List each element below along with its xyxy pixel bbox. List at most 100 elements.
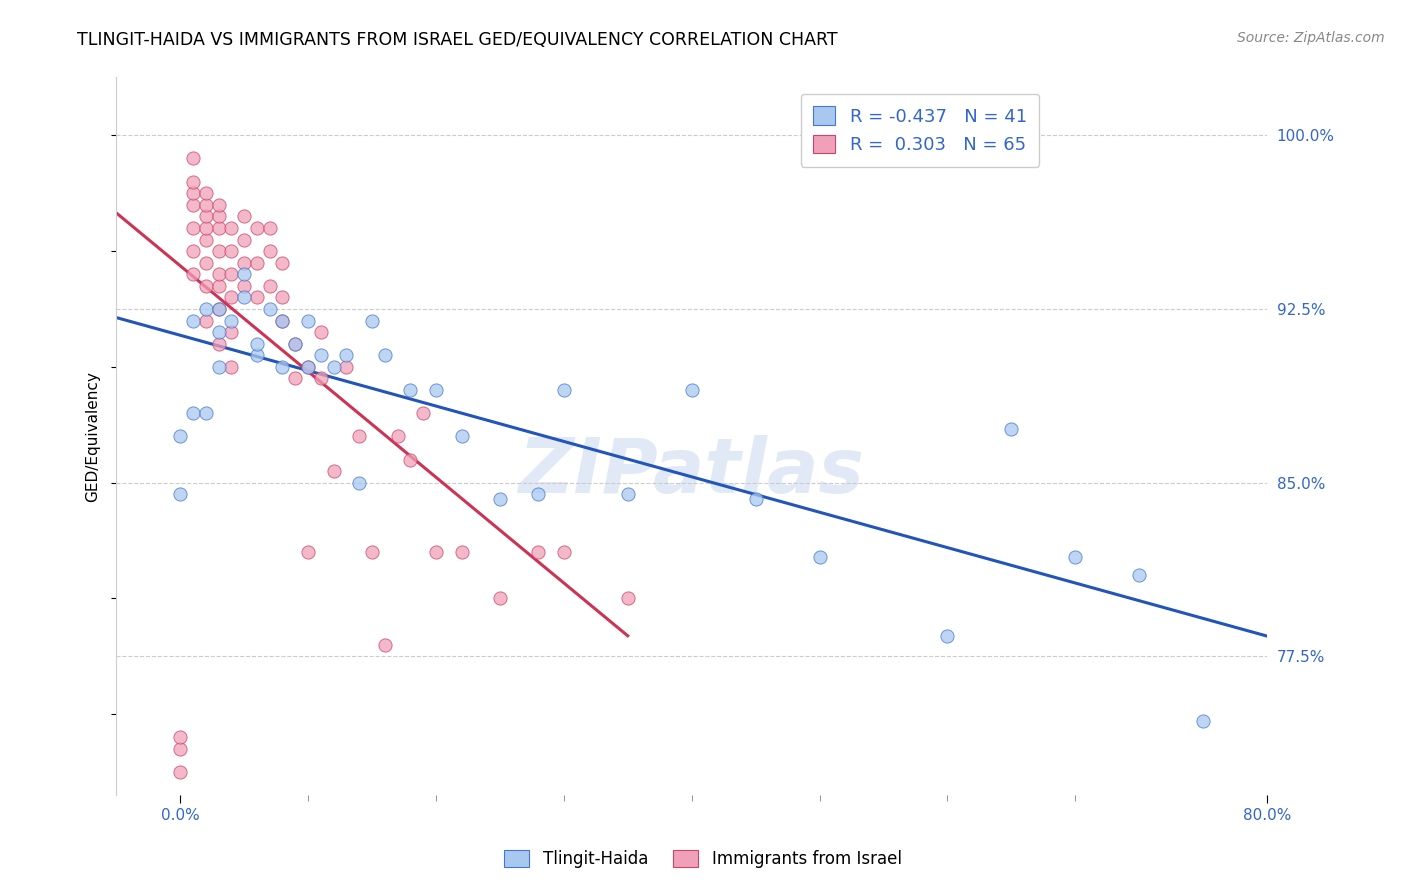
Point bbox=[297, 359, 319, 374]
Point bbox=[169, 765, 191, 780]
Point bbox=[309, 348, 332, 362]
Point bbox=[259, 221, 281, 235]
Point bbox=[169, 487, 191, 501]
Point bbox=[309, 325, 332, 339]
Point bbox=[169, 742, 191, 756]
Point bbox=[936, 628, 959, 642]
Point bbox=[207, 301, 229, 316]
Text: TLINGIT-HAIDA VS IMMIGRANTS FROM ISRAEL GED/EQUIVALENCY CORRELATION CHART: TLINGIT-HAIDA VS IMMIGRANTS FROM ISRAEL … bbox=[77, 31, 838, 49]
Point bbox=[1064, 549, 1087, 564]
Point bbox=[1000, 422, 1022, 436]
Point bbox=[808, 549, 831, 564]
Point bbox=[181, 152, 204, 166]
Point bbox=[246, 255, 269, 269]
Point bbox=[194, 233, 217, 247]
Point bbox=[425, 545, 447, 559]
Point bbox=[233, 267, 256, 281]
Point bbox=[374, 348, 396, 362]
Point bbox=[297, 545, 319, 559]
Point bbox=[181, 406, 204, 420]
Point bbox=[412, 406, 434, 420]
Point bbox=[233, 278, 256, 293]
Point bbox=[297, 313, 319, 327]
Point bbox=[181, 244, 204, 259]
Point bbox=[399, 452, 422, 467]
Point bbox=[527, 487, 550, 501]
Point bbox=[181, 267, 204, 281]
Point bbox=[322, 464, 344, 478]
Point bbox=[207, 267, 229, 281]
Point bbox=[271, 359, 294, 374]
Point bbox=[169, 731, 191, 745]
Point bbox=[1192, 714, 1215, 729]
Point bbox=[271, 290, 294, 304]
Point bbox=[361, 313, 384, 327]
Point bbox=[194, 198, 217, 212]
Point bbox=[221, 290, 243, 304]
Point bbox=[181, 198, 204, 212]
Point bbox=[233, 255, 256, 269]
Point bbox=[425, 383, 447, 397]
Point bbox=[246, 290, 269, 304]
Point bbox=[1128, 568, 1150, 582]
Point bbox=[450, 545, 472, 559]
Point bbox=[169, 429, 191, 443]
Point bbox=[322, 359, 344, 374]
Point bbox=[194, 406, 217, 420]
Point bbox=[181, 221, 204, 235]
Point bbox=[207, 221, 229, 235]
Point bbox=[553, 545, 575, 559]
Point bbox=[616, 591, 638, 606]
Point bbox=[284, 336, 307, 351]
Point bbox=[246, 336, 269, 351]
Point bbox=[259, 244, 281, 259]
Point bbox=[616, 487, 638, 501]
Y-axis label: GED/Equivalency: GED/Equivalency bbox=[86, 371, 100, 502]
Text: Source: ZipAtlas.com: Source: ZipAtlas.com bbox=[1237, 31, 1385, 45]
Point bbox=[221, 325, 243, 339]
Point bbox=[194, 255, 217, 269]
Point bbox=[233, 290, 256, 304]
Point bbox=[553, 383, 575, 397]
Point bbox=[194, 313, 217, 327]
Point bbox=[207, 301, 229, 316]
Point bbox=[207, 325, 229, 339]
Point bbox=[181, 186, 204, 201]
Point bbox=[399, 383, 422, 397]
Point bbox=[259, 278, 281, 293]
Point bbox=[347, 429, 370, 443]
Point bbox=[489, 591, 512, 606]
Point bbox=[284, 336, 307, 351]
Point bbox=[207, 278, 229, 293]
Point bbox=[744, 491, 766, 506]
Point bbox=[527, 545, 550, 559]
Point bbox=[681, 383, 703, 397]
Point bbox=[207, 359, 229, 374]
Point bbox=[194, 186, 217, 201]
Point bbox=[246, 221, 269, 235]
Point bbox=[181, 313, 204, 327]
Point bbox=[284, 371, 307, 385]
Point bbox=[489, 491, 512, 506]
Point bbox=[221, 359, 243, 374]
Point bbox=[259, 301, 281, 316]
Point bbox=[207, 336, 229, 351]
Point bbox=[335, 359, 357, 374]
Point bbox=[207, 210, 229, 224]
Legend: R = -0.437   N = 41, R =  0.303   N = 65: R = -0.437 N = 41, R = 0.303 N = 65 bbox=[801, 94, 1039, 167]
Point bbox=[271, 313, 294, 327]
Point bbox=[271, 313, 294, 327]
Point bbox=[194, 210, 217, 224]
Point bbox=[450, 429, 472, 443]
Point bbox=[271, 255, 294, 269]
Point bbox=[181, 175, 204, 189]
Point bbox=[387, 429, 409, 443]
Point bbox=[207, 198, 229, 212]
Point bbox=[335, 348, 357, 362]
Point bbox=[221, 313, 243, 327]
Point bbox=[361, 545, 384, 559]
Point bbox=[246, 348, 269, 362]
Point bbox=[221, 267, 243, 281]
Point bbox=[194, 301, 217, 316]
Point bbox=[221, 221, 243, 235]
